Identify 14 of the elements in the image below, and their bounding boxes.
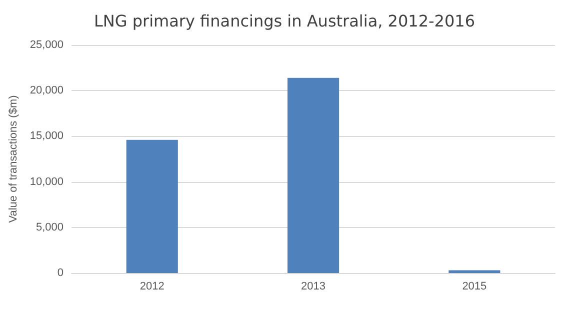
y-tick-label: 5,000 [36,221,64,234]
x-tick-label: 2012 [140,280,164,292]
y-axis-title: Value of transactions ($m) [8,95,20,223]
y-tick-label: 0 [57,267,64,279]
y-tick-label: 10,000 [30,176,64,188]
bar [448,270,500,273]
bar [126,140,178,273]
y-tick-label: 20,000 [30,84,64,97]
y-tick-label: 15,000 [30,130,64,142]
y-tick-label: 25,000 [30,39,64,51]
chart-title: LNG primary financings in Australia, 2012-2016 [94,12,476,30]
x-tick-label: 2013 [301,280,326,292]
x-tick-label: 2015 [462,280,487,292]
bar [287,78,340,273]
